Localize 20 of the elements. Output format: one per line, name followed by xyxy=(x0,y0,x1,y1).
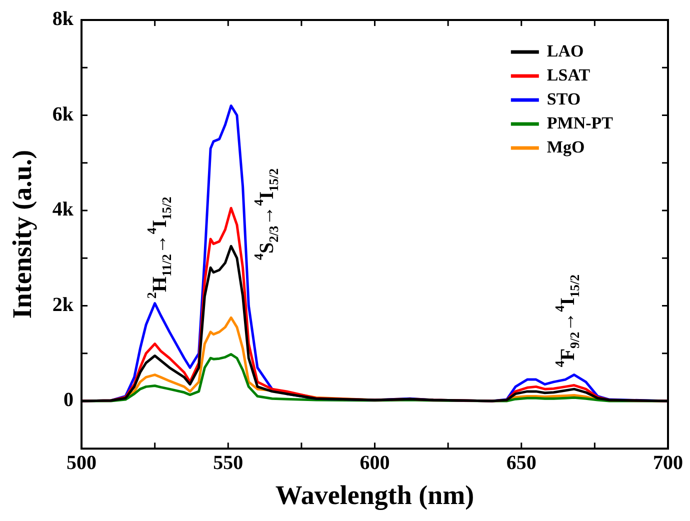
y-tick-label: 4k xyxy=(52,198,74,221)
annotation: 2H11/2→4I15/2 xyxy=(144,196,174,299)
x-tick-label: 600 xyxy=(360,452,390,474)
x-axis-title: Wavelength (nm) xyxy=(275,480,474,510)
legend-label: STO xyxy=(546,89,581,108)
y-axis-title: Intensity (a.u.) xyxy=(7,150,38,319)
x-tick-label: 550 xyxy=(213,452,244,474)
x-tick-label: 500 xyxy=(66,452,97,474)
y-tick-label: 6k xyxy=(52,103,74,126)
y-tick-label: 8k xyxy=(52,8,74,30)
y-tick-label: 2k xyxy=(52,294,74,316)
legend-label: PMN-PT xyxy=(546,113,614,132)
annotation: 4F9/2→4I15/2 xyxy=(552,274,582,368)
annotation: 4S2/3→4I15/2 xyxy=(251,168,282,260)
legend-label: LSAT xyxy=(546,65,591,84)
legend-label: LAO xyxy=(546,41,584,60)
x-tick-label: 650 xyxy=(506,452,536,474)
y-tick-label: 0 xyxy=(64,389,74,412)
legend-label: MgO xyxy=(546,137,585,156)
x-tick-label: 700 xyxy=(653,452,683,474)
